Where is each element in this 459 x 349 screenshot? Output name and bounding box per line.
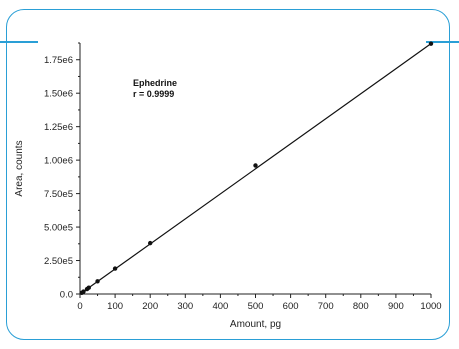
x-tick-label: 0 xyxy=(77,301,82,312)
y-tick-label: 2.50e5 xyxy=(44,256,73,267)
data-point xyxy=(95,279,100,284)
y-tick-label: 0.0 xyxy=(60,290,73,301)
x-tick-label: 200 xyxy=(142,301,158,312)
x-tick-label: 1000 xyxy=(420,301,441,312)
fit-line xyxy=(79,43,432,295)
x-tick-label: 300 xyxy=(177,301,193,312)
x-tick-label: 900 xyxy=(388,301,404,312)
x-tick-label: 400 xyxy=(212,301,228,312)
accent-line-left xyxy=(0,41,38,43)
y-tick-label: 5.00e5 xyxy=(44,223,73,234)
annotation-compound: Ephedrine xyxy=(133,78,177,88)
x-axis-ticks: 0 100 200 300 400 500 600 700 800 900 1000 xyxy=(77,294,442,312)
data-point xyxy=(148,240,153,246)
x-axis-title: Amount, pg xyxy=(230,319,281,330)
data-points xyxy=(79,41,434,295)
fit-line-group xyxy=(79,43,432,295)
y-axis-ticks: 0.0 2.50e5 5.00e5 7.50e5 1.00e6 1.25e6 1.50e6 1… xyxy=(44,42,80,301)
data-point xyxy=(428,41,434,46)
x-tick-label: 100 xyxy=(107,301,123,312)
x-tick-label: 500 xyxy=(248,301,264,312)
data-point xyxy=(112,266,118,271)
accent-line-right xyxy=(426,41,459,43)
y-tick-label: 1.00e6 xyxy=(44,156,73,167)
y-tick-label: 1.50e6 xyxy=(44,89,73,100)
annotation-r-value: r = 0.9999 xyxy=(133,89,174,99)
y-axis-title: Area, counts xyxy=(14,140,25,196)
y-tick-label: 7.50e5 xyxy=(44,189,73,200)
x-tick-label: 800 xyxy=(353,301,369,312)
y-tick-label: 1.25e6 xyxy=(44,122,73,133)
data-point xyxy=(86,285,91,290)
data-point xyxy=(81,289,86,294)
x-tick-label: 600 xyxy=(283,301,299,312)
data-point xyxy=(253,163,258,168)
x-tick-label: 700 xyxy=(318,301,334,312)
y-tick-label: 1.75e6 xyxy=(44,55,73,66)
